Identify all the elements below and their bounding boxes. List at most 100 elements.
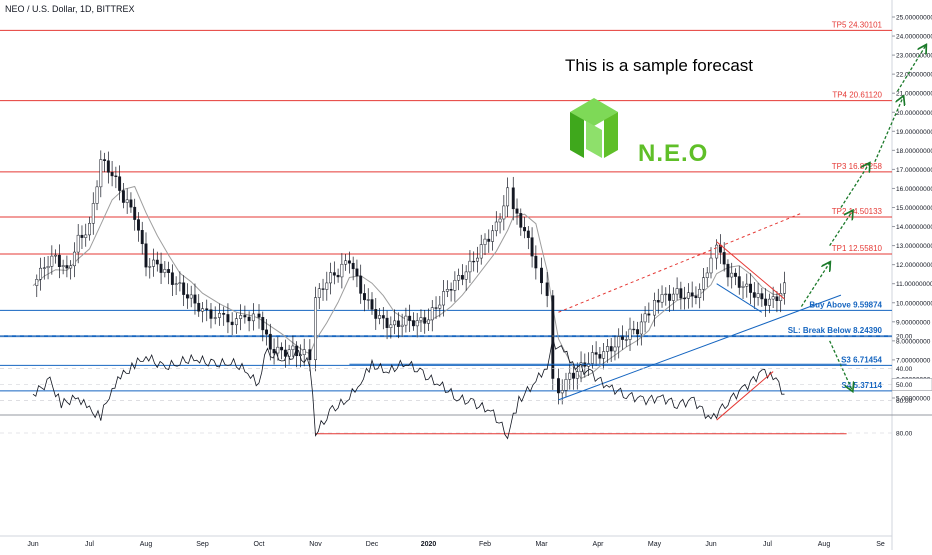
candle-body bbox=[152, 259, 155, 267]
candle-body bbox=[464, 271, 468, 280]
candle-body bbox=[276, 346, 280, 354]
candle-body bbox=[647, 313, 651, 316]
time-axis-label: May bbox=[648, 541, 662, 548]
candle-body bbox=[243, 315, 247, 318]
candle-body bbox=[226, 314, 230, 323]
candle-body bbox=[479, 244, 483, 259]
candle-body bbox=[519, 213, 523, 228]
candle-body bbox=[594, 352, 598, 355]
candle-body bbox=[389, 324, 393, 328]
candle-body bbox=[415, 320, 419, 327]
candle-body bbox=[656, 300, 660, 303]
candle-body bbox=[42, 267, 46, 269]
rsi-tick-label: 20.00 bbox=[896, 334, 913, 341]
price-tick-label: 14.00000000 bbox=[896, 224, 932, 231]
candle-body bbox=[557, 378, 560, 394]
price-tick-label: 17.00000000 bbox=[896, 167, 932, 174]
candle-body bbox=[359, 275, 363, 294]
candle-body bbox=[201, 308, 204, 312]
candle-body bbox=[609, 346, 613, 352]
rsi-trendline bbox=[716, 371, 774, 421]
candle-body bbox=[636, 329, 639, 335]
candle-body bbox=[560, 390, 564, 394]
candle-body bbox=[370, 299, 374, 310]
candle-body bbox=[84, 234, 88, 238]
candle-body bbox=[534, 255, 538, 269]
candle-body bbox=[722, 252, 726, 265]
candle-body bbox=[234, 318, 238, 326]
candle-body bbox=[114, 175, 118, 177]
candle-body bbox=[502, 205, 506, 220]
candle-body bbox=[144, 243, 148, 268]
candle-body bbox=[756, 293, 760, 298]
candle-body bbox=[526, 230, 530, 238]
time-axis-label: Feb bbox=[479, 541, 491, 548]
candle-body bbox=[675, 288, 679, 295]
time-axis-label: Jun bbox=[27, 541, 38, 548]
candle-body bbox=[726, 263, 730, 278]
candle-body bbox=[69, 265, 73, 269]
candle-body bbox=[438, 304, 442, 309]
candle-body bbox=[95, 186, 99, 204]
level-label-s4: S4 5.37114 bbox=[842, 381, 883, 390]
forecast-arrow bbox=[800, 263, 829, 307]
candle-body bbox=[314, 297, 317, 361]
time-axis-label: Jul bbox=[763, 541, 772, 548]
candle-body bbox=[340, 263, 344, 278]
forecast-arrow bbox=[840, 164, 869, 208]
candle-body bbox=[265, 329, 268, 335]
time-axis-label: Jun bbox=[705, 541, 716, 548]
candle-body bbox=[185, 294, 189, 299]
candle-body bbox=[624, 339, 628, 341]
candle-body bbox=[694, 295, 698, 298]
candle-body bbox=[366, 299, 370, 301]
candle-body bbox=[39, 267, 42, 280]
candle-body bbox=[668, 293, 672, 301]
candle-body bbox=[683, 297, 687, 300]
candle-body bbox=[690, 292, 694, 297]
candle-body bbox=[632, 328, 636, 331]
candle-body bbox=[133, 206, 137, 220]
trendline-support bbox=[558, 294, 842, 401]
candle-body bbox=[280, 346, 284, 351]
candle-body bbox=[247, 316, 251, 322]
candle-body bbox=[239, 315, 243, 319]
price-tick-label: 25.00000000 bbox=[896, 15, 932, 22]
time-axis-label: Jul bbox=[85, 541, 94, 548]
trendline-support bbox=[716, 283, 763, 313]
candle-body bbox=[381, 315, 385, 319]
candle-body bbox=[498, 218, 502, 223]
candle-body bbox=[445, 289, 449, 292]
level-label-s3: S3 6.71454 bbox=[841, 355, 882, 364]
price-tick-label: 11.00000000 bbox=[896, 281, 932, 288]
candle-body bbox=[494, 221, 498, 232]
candle-body bbox=[457, 275, 461, 281]
candle-body bbox=[65, 265, 69, 269]
forecast-arrow bbox=[829, 211, 853, 246]
candle-body bbox=[167, 269, 171, 273]
candle-body bbox=[218, 313, 221, 318]
candle-body bbox=[702, 277, 705, 290]
price-tick-label: 22.00000000 bbox=[896, 72, 932, 79]
candle-body bbox=[230, 321, 234, 326]
candle-body bbox=[50, 255, 54, 267]
candle-body bbox=[660, 294, 664, 303]
candle-body bbox=[46, 266, 50, 269]
time-axis-label: Apr bbox=[593, 541, 605, 548]
candle-body bbox=[715, 244, 719, 259]
price-tick-label: 23.00000000 bbox=[896, 53, 932, 60]
candle-body bbox=[103, 159, 107, 161]
level-label-tp4: TP4 20.61120 bbox=[832, 91, 882, 100]
candle-body bbox=[189, 294, 193, 299]
candle-body bbox=[430, 307, 434, 321]
candle-body bbox=[283, 349, 287, 357]
candle-body bbox=[308, 349, 312, 361]
price-tick-label: 20.00000000 bbox=[896, 110, 932, 117]
time-axis-label: Aug bbox=[818, 541, 831, 548]
candle-body bbox=[155, 259, 159, 265]
candle-body bbox=[434, 307, 438, 309]
forecast-arrow bbox=[829, 340, 853, 391]
candle-body bbox=[118, 176, 122, 191]
candle-body bbox=[730, 272, 734, 278]
time-axis-label: 2020 bbox=[421, 541, 437, 548]
